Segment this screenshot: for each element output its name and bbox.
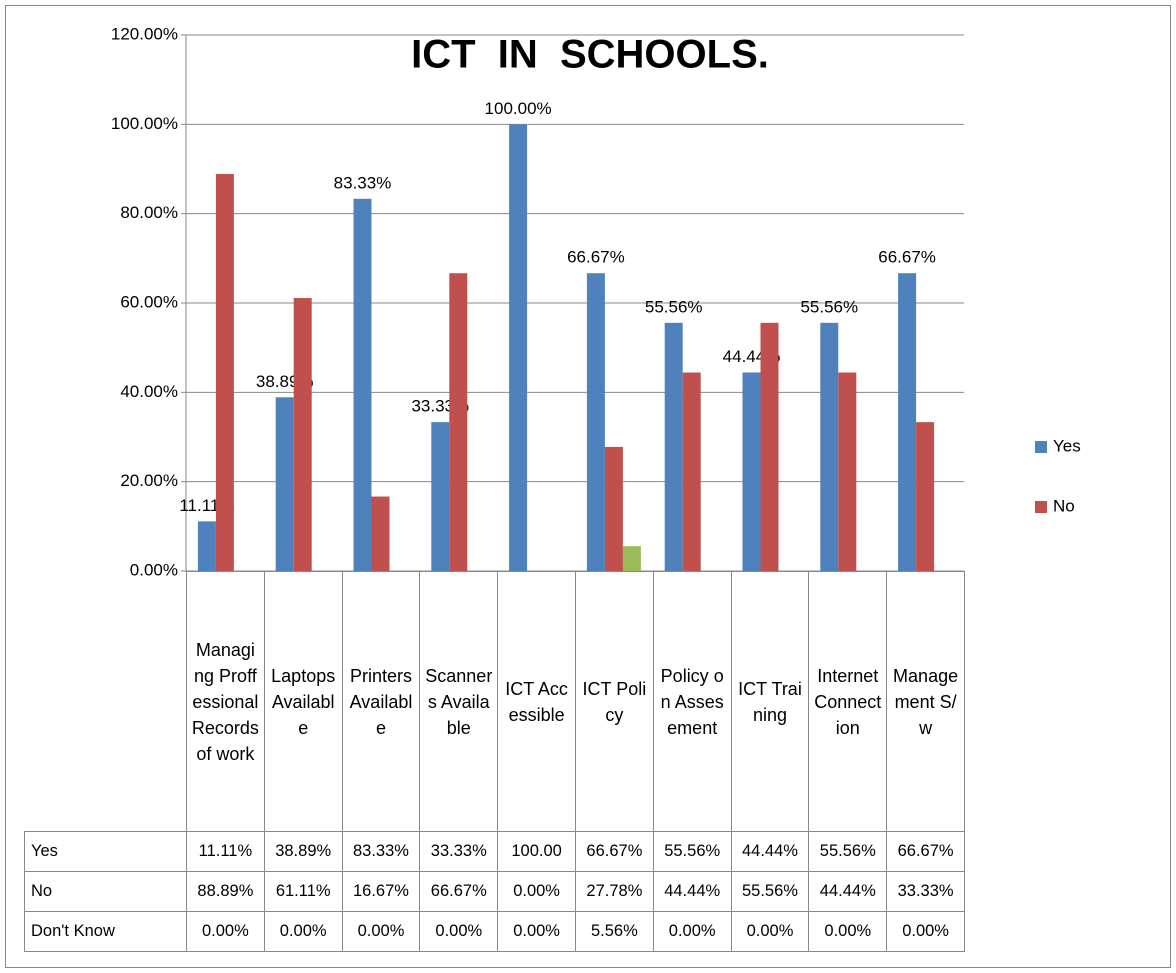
y-tick-label: 120.00% [111,24,178,43]
table-cell: 55.56% [730,871,810,912]
y-tick-label: 20.00% [120,471,178,490]
table-cell: 0.00% [497,871,576,912]
category-cell: Printers Available [341,571,421,832]
data-label: 83.33% [334,173,392,192]
bar [431,422,450,571]
category-cell: Internet Connection [808,571,888,832]
table-cell: 0.00% [341,911,421,952]
row-header: No [24,871,187,912]
chart-border [5,5,1171,968]
chart-title: ICT IN SCHOOLS. [411,33,769,77]
category-cell: Policy on Assesement [652,571,732,832]
bar [760,322,779,571]
table-cell: 66.67% [575,831,654,872]
bar [509,124,528,571]
table-cell: 61.11% [263,871,343,912]
bar [604,446,623,571]
y-tick-label: 60.00% [120,292,178,311]
bar [622,546,641,571]
category-cell: Managing Proffessional Records of work [186,571,265,832]
category-cell: ICT Training [730,571,810,832]
table-cell: 100.00 [497,831,576,872]
table-cell: 0.00% [652,911,732,952]
table-cell: 11.11% [186,831,265,872]
bar [449,273,468,571]
table-cell: 44.44% [808,871,888,912]
table-cell: 55.56% [808,831,888,872]
table-cell: 0.00% [186,911,265,952]
table-cell: 33.33% [886,871,965,912]
legend-label: No [1053,496,1075,515]
table-cell: 0.00% [419,911,499,952]
bar [293,298,312,571]
bar [197,521,216,571]
bar [353,198,372,571]
data-label: 55.56% [645,297,703,316]
bar [664,322,683,571]
row-header: Yes [24,831,187,872]
category-cell: ICT Policy [575,571,654,832]
bar [215,173,234,571]
category-cell: Scanners Available [419,571,499,832]
table-cell: 0.00% [497,911,576,952]
table-cell: 33.33% [419,831,499,872]
row-header: Don't Know [24,911,187,952]
category-cell: Management S/w [886,571,965,832]
y-tick-label: 100.00% [111,114,178,133]
bar [682,372,701,571]
table-cell: 16.67% [341,871,421,912]
data-label: 55.56% [800,297,858,316]
legend-label: Yes [1053,436,1081,455]
y-tick-label: 0.00% [130,560,178,579]
table-cell: 27.78% [575,871,654,912]
y-tick-label: 40.00% [120,382,178,401]
table-cell: 44.44% [652,871,732,912]
table-cell: 66.67% [886,831,965,872]
bar [742,372,761,571]
table-cell: 55.56% [652,831,732,872]
data-label: 66.67% [878,248,936,267]
table-cell: 44.44% [730,831,810,872]
table-cell: 0.00% [730,911,810,952]
table-cell: 5.56% [575,911,654,952]
bar [371,496,390,571]
bar [820,322,839,571]
y-tick-label: 80.00% [120,203,178,222]
table-cell: 88.89% [186,871,265,912]
data-label: 100.00% [485,99,552,118]
bar [586,273,605,571]
legend-swatch [1035,441,1047,453]
bar [898,273,917,571]
table-cell: 0.00% [886,911,965,952]
table-cell: 83.33% [341,831,421,872]
bar [275,397,294,571]
category-cell: Laptops Available [263,571,343,832]
table-cell: 0.00% [808,911,888,952]
table-cell: 0.00% [263,911,343,952]
table-cell: 66.67% [419,871,499,912]
table-cell: 38.89% [263,831,343,872]
bar [838,372,857,571]
category-cell: ICT Accessible [497,571,576,832]
legend-swatch [1035,501,1047,513]
bar [916,422,935,571]
data-label: 66.67% [567,248,625,267]
